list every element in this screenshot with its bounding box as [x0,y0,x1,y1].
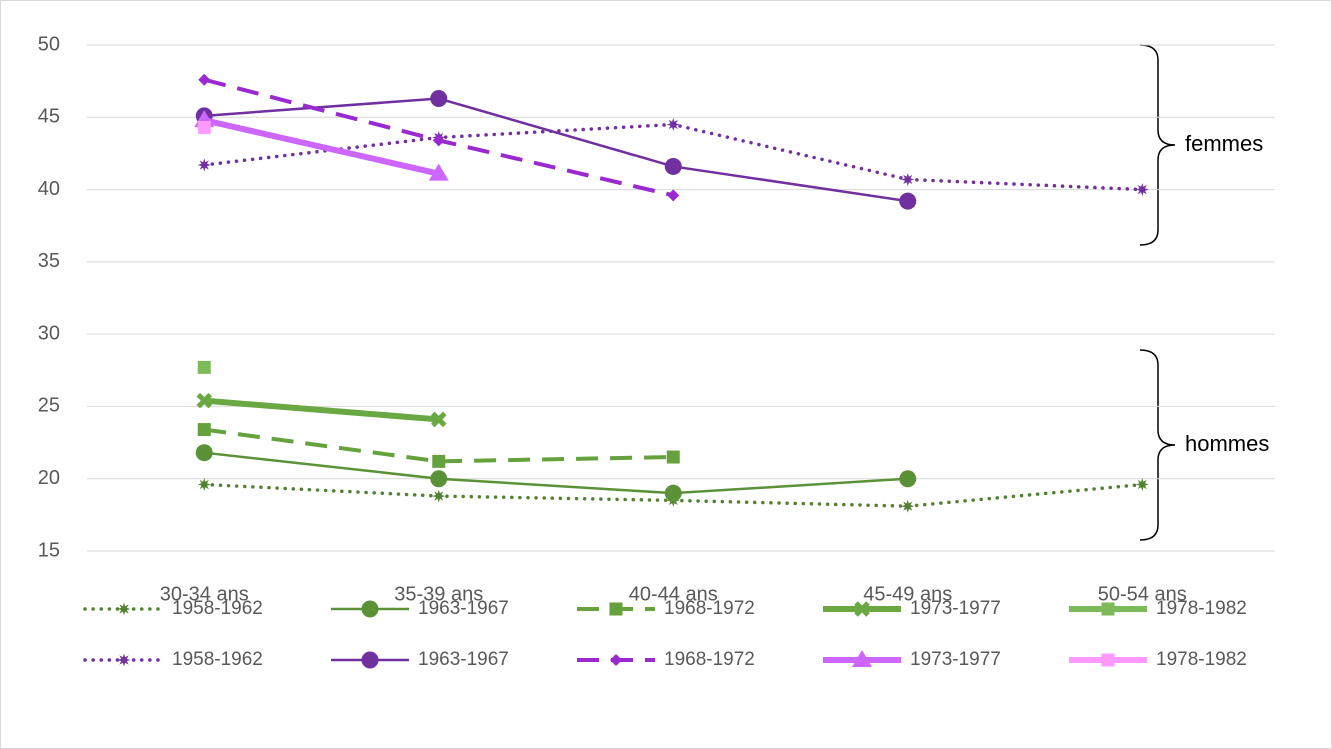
marker [432,489,446,503]
brace [1139,44,1176,246]
y-tick-label: 40 [38,178,60,200]
legend-item: 1973-1977 [823,598,1001,619]
marker [901,173,915,186]
y-tick-label: 50 [38,33,60,55]
marker [666,118,680,131]
marker [430,89,448,107]
legend-label: 1963-1967 [418,598,509,619]
brace [1139,349,1176,541]
series-line [203,117,440,177]
marker [899,192,917,210]
marker [666,450,680,464]
legend-marker [852,650,872,667]
legend-label: 1978-1982 [1156,649,1247,670]
legend-item: 1963-1967 [331,649,509,670]
legend-item: 1963-1967 [331,598,509,619]
marker [1135,478,1149,491]
y-tick-label: 30 [38,322,60,344]
legend-label: 1968-1972 [664,598,755,619]
legend-item: 1958-1962 [83,598,263,619]
legend-label: 1978-1982 [1156,598,1247,619]
marker [197,158,211,172]
legend-marker [1101,602,1115,616]
legend-marker [117,602,131,616]
legend-label: 1973-1977 [910,649,1001,670]
annotation: femmes [1185,131,1263,156]
legend-marker [361,651,379,669]
legend-label: 1973-1977 [910,598,1001,619]
legend-marker [609,602,623,616]
marker [428,163,449,181]
legend-label: 1958-1962 [172,649,263,670]
legend-label: 1968-1972 [664,649,755,670]
legend-label: 1958-1962 [172,598,263,619]
legend-marker [1101,653,1115,667]
legend-item: 1968-1972 [577,598,755,619]
marker [664,157,682,175]
marker [196,392,213,409]
marker [198,73,211,86]
x-tick-label: 30-34 ans [160,583,249,605]
y-tick-label: 25 [38,395,60,417]
marker [195,444,213,462]
marker [430,470,448,488]
y-tick-label: 20 [38,467,60,489]
marker [430,411,447,428]
marker [197,423,211,437]
annotation: hommes [1185,431,1269,456]
series-line [204,451,908,495]
marker [667,189,680,202]
series-line [204,397,439,423]
y-tick-label: 35 [38,250,60,272]
legend-marker [610,654,622,666]
marker [1135,183,1149,197]
x-tick-label: 35-39 ans [394,583,483,605]
legend-marker [117,653,131,667]
legend-label: 1963-1967 [418,649,509,670]
marker [664,484,682,502]
x-tick-label: 40-44 ans [629,583,718,605]
y-tick-label: 45 [38,106,60,128]
legend-marker [854,601,870,617]
marker [197,120,211,134]
marker [432,454,446,468]
legend-item: 1973-1977 [823,649,1001,670]
legend-item: 1968-1972 [577,649,755,670]
marker [432,134,445,147]
marker [197,478,211,491]
marker [197,360,211,374]
x-tick-label: 45-49 ans [863,583,952,605]
legend-marker [361,600,379,618]
y-tick-label: 15 [38,539,60,561]
marker [899,470,917,488]
marker [901,499,915,513]
legend-item: 1958-1962 [83,649,263,670]
series-line [203,427,674,464]
series-line [204,97,908,203]
legend-item: 1978-1982 [1069,598,1247,619]
legend-item: 1978-1982 [1069,649,1247,670]
x-tick-label: 50-54 ans [1098,583,1187,605]
